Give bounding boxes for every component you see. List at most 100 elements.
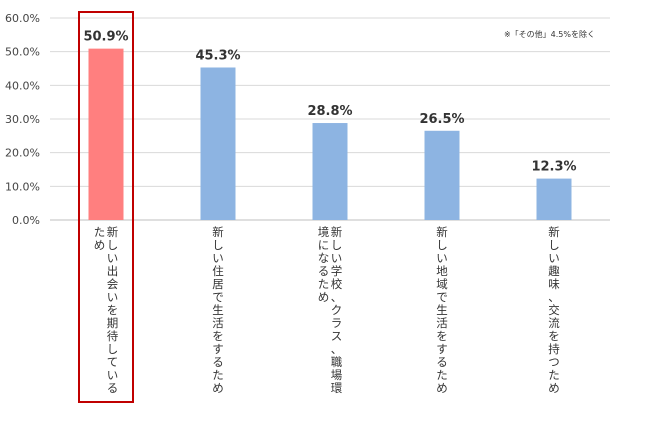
y-tick-label: 10.0%	[5, 180, 40, 193]
y-tick-label: 50.0%	[5, 46, 40, 59]
bar	[424, 130, 460, 220]
category-label-char: い	[548, 251, 560, 265]
category-label-char: い	[107, 368, 119, 382]
category-label-char: 味	[548, 277, 560, 291]
category-label-char: 活	[212, 316, 224, 330]
bar	[312, 123, 348, 220]
category-label-char: し	[331, 238, 343, 252]
category-label-char: で	[212, 290, 224, 304]
category-label-char: い	[107, 290, 119, 304]
category-label-char: い	[212, 251, 224, 265]
category-labels: 新しい出会いを期待しているため新しい住居で生活をするため新しい学校、クラス、職場…	[94, 225, 561, 395]
category-label-char: な	[318, 251, 330, 265]
category-label-char: め	[94, 238, 106, 252]
bars	[88, 48, 572, 221]
category-label-char: 新	[212, 225, 224, 239]
category-label-char: る	[436, 355, 448, 369]
bar	[200, 67, 236, 221]
category-label-char: を	[212, 329, 224, 343]
category-label-char: 新	[107, 225, 119, 239]
category-label-char: 環	[331, 381, 343, 395]
category-label-char: る	[107, 381, 119, 395]
y-tick-label: 40.0%	[5, 79, 40, 92]
category-label-char: し	[107, 342, 119, 356]
category-label-char: 生	[436, 303, 448, 317]
category-label-char: ス	[331, 329, 343, 343]
category-label-char: に	[318, 238, 330, 252]
y-axis-tick-labels: 0.0% 10.0% 20.0% 30.0% 40.0% 50.0% 60.0%	[5, 12, 40, 227]
value-label: 50.9%	[83, 30, 128, 45]
category-label-char: た	[436, 368, 448, 382]
category-label-char: 新	[548, 225, 560, 239]
category-label-char: を	[107, 303, 119, 317]
category-label-char: を	[436, 329, 448, 343]
category-label-char: い	[107, 251, 119, 265]
category-label-char: め	[548, 381, 560, 395]
category-label-char: を	[548, 329, 560, 343]
y-tick-label: 30.0%	[5, 113, 40, 126]
category-label-char: し	[212, 238, 224, 252]
category-label-char: 期	[107, 316, 119, 330]
category-label-char: た	[94, 225, 106, 239]
category-label-char: い	[436, 251, 448, 265]
category-label-char: ク	[331, 303, 343, 317]
category-label-char: 新	[331, 225, 343, 239]
category-label-char: し	[107, 238, 119, 252]
value-labels: 50.9% 45.3% 28.8% 26.5% 12.3%	[83, 30, 576, 175]
category-label-char: 、	[331, 342, 343, 356]
category-label-char: 持	[548, 342, 560, 356]
category-label-char: 住	[212, 264, 224, 278]
highlight-box	[78, 11, 134, 403]
category-label-char: 流	[548, 316, 560, 330]
category-label-char: し	[548, 238, 560, 252]
category-label-char: る	[318, 264, 330, 278]
category-label-char: ラ	[331, 316, 343, 330]
value-label: 26.5%	[419, 112, 464, 127]
category-label-char: め	[318, 290, 330, 304]
category-label-char: 待	[107, 329, 119, 343]
category-label-char: め	[212, 381, 224, 395]
category-label-char: 域	[436, 277, 448, 291]
category-label-char: 、	[548, 290, 560, 304]
bar	[88, 48, 124, 221]
category-label-char: す	[212, 342, 224, 356]
y-tick-label: 20.0%	[5, 147, 40, 160]
bar	[536, 178, 572, 220]
category-label-char: 生	[212, 303, 224, 317]
value-label: 28.8%	[307, 104, 352, 119]
category-label-char: 趣	[548, 264, 560, 278]
category-label-char: 、	[331, 290, 343, 304]
category-label-char: 居	[212, 277, 224, 291]
category-label-char: 職	[331, 355, 343, 369]
category-label-char: た	[548, 368, 560, 382]
chart-note: ※「その他」4.5%を除く	[504, 29, 595, 39]
category-label-char: い	[331, 251, 343, 265]
category-label-char: 地	[436, 264, 448, 278]
y-tick-label: 60.0%	[5, 12, 40, 25]
category-label-char: 新	[436, 225, 448, 239]
category-label-char: で	[436, 290, 448, 304]
value-label: 12.3%	[531, 160, 576, 175]
category-label-char: す	[436, 342, 448, 356]
category-label-char: 校	[331, 277, 343, 291]
category-label-char: る	[212, 355, 224, 369]
category-label-char: め	[436, 381, 448, 395]
category-label-char: 会	[107, 277, 119, 291]
category-label-char: た	[212, 368, 224, 382]
y-tick-label: 0.0%	[12, 214, 40, 227]
value-label: 45.3%	[195, 48, 240, 63]
category-label-char: 学	[331, 264, 343, 278]
category-label-char: て	[107, 355, 119, 369]
category-label-char: た	[318, 277, 330, 291]
category-label-char: 活	[436, 316, 448, 330]
category-label-char: し	[436, 238, 448, 252]
category-label-char: 交	[548, 303, 560, 317]
category-label-char: つ	[548, 355, 560, 369]
category-label-char: 出	[107, 264, 119, 278]
